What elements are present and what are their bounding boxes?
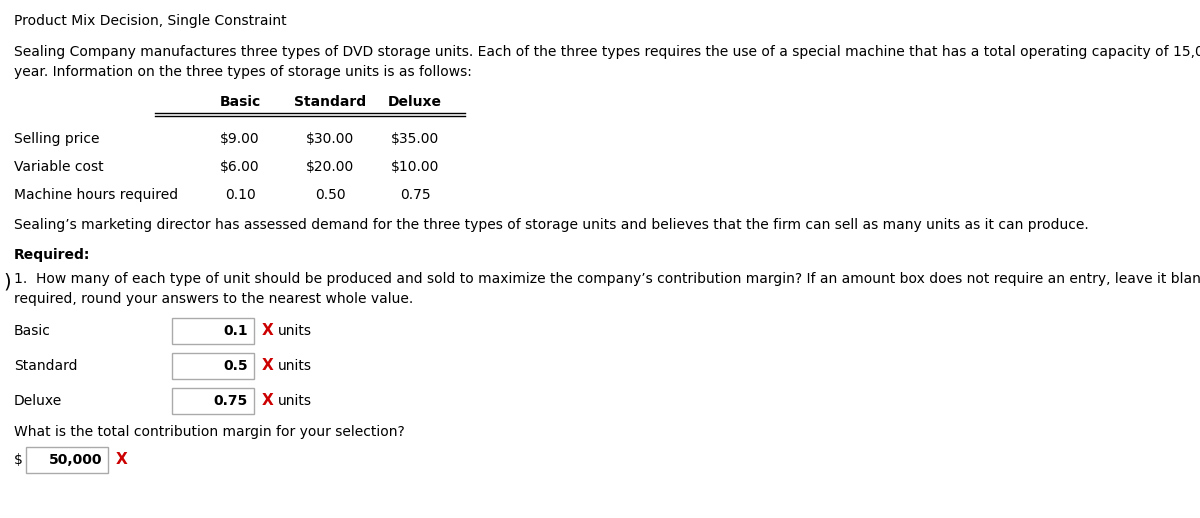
Text: 0.75: 0.75 [214, 394, 248, 408]
FancyBboxPatch shape [26, 447, 108, 473]
Text: Required:: Required: [14, 248, 90, 262]
Text: 0.75: 0.75 [400, 188, 431, 202]
Text: X: X [116, 452, 127, 467]
Text: $: $ [14, 453, 23, 467]
Text: ): ) [2, 272, 11, 291]
Text: Standard: Standard [294, 95, 366, 109]
Text: X: X [262, 393, 274, 408]
Text: required, round your answers to the nearest whole value.: required, round your answers to the near… [14, 292, 413, 306]
Text: 0.1: 0.1 [223, 324, 248, 338]
Text: 0.5: 0.5 [223, 359, 248, 373]
Text: Standard: Standard [14, 359, 78, 373]
Text: units: units [278, 359, 312, 373]
Text: 1.  How many of each type of unit should be produced and sold to maximize the co: 1. How many of each type of unit should … [14, 272, 1200, 286]
Text: $6.00: $6.00 [220, 160, 260, 174]
Text: 50,000: 50,000 [48, 453, 102, 467]
Text: Machine hours required: Machine hours required [14, 188, 178, 202]
FancyBboxPatch shape [172, 353, 254, 379]
Text: $10.00: $10.00 [391, 160, 439, 174]
Text: Product Mix Decision, Single Constraint: Product Mix Decision, Single Constraint [14, 14, 287, 28]
Text: Deluxe: Deluxe [14, 394, 62, 408]
Text: Basic: Basic [220, 95, 260, 109]
Text: Sealing Company manufactures three types of DVD storage units. Each of the three: Sealing Company manufactures three types… [14, 45, 1200, 59]
Text: units: units [278, 394, 312, 408]
FancyBboxPatch shape [172, 318, 254, 344]
Text: $30.00: $30.00 [306, 132, 354, 146]
Text: Selling price: Selling price [14, 132, 100, 146]
Text: $35.00: $35.00 [391, 132, 439, 146]
FancyBboxPatch shape [172, 388, 254, 414]
Text: X: X [262, 358, 274, 373]
Text: year. Information on the three types of storage units is as follows:: year. Information on the three types of … [14, 65, 472, 79]
Text: X: X [262, 323, 274, 338]
Text: units: units [278, 324, 312, 338]
Text: Sealing’s marketing director has assessed demand for the three types of storage : Sealing’s marketing director has assesse… [14, 218, 1088, 232]
Text: Deluxe: Deluxe [388, 95, 442, 109]
Text: Variable cost: Variable cost [14, 160, 103, 174]
Text: What is the total contribution margin for your selection?: What is the total contribution margin fo… [14, 425, 404, 439]
Text: 0.50: 0.50 [314, 188, 346, 202]
Text: 0.10: 0.10 [224, 188, 256, 202]
Text: $9.00: $9.00 [220, 132, 260, 146]
Text: Basic: Basic [14, 324, 50, 338]
Text: $20.00: $20.00 [306, 160, 354, 174]
